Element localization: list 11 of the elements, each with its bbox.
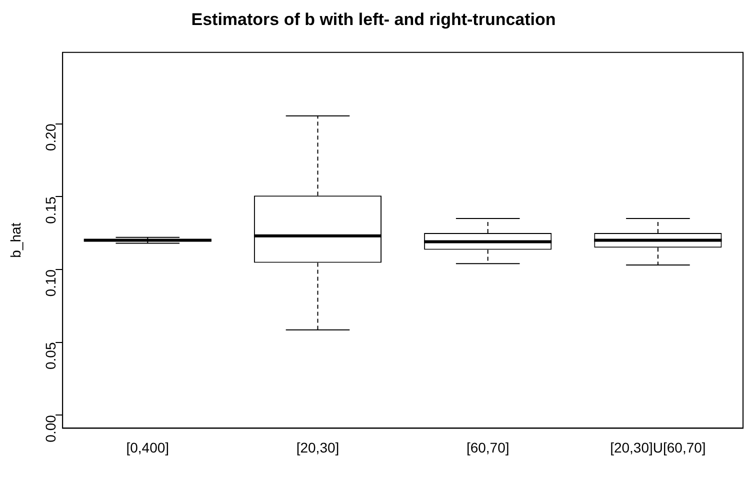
y-tick-label: 0.00 xyxy=(42,414,58,442)
x-tick-label: [0,400] xyxy=(126,439,170,456)
x-tick-label: [20,30] xyxy=(296,439,340,456)
y-tick-label: 0.05 xyxy=(42,342,58,370)
y-axis-title: b_hat xyxy=(7,222,24,258)
y-tick-label: 0.20 xyxy=(42,124,58,152)
x-tick-label: [20,30]U[60,70] xyxy=(610,439,706,456)
chart-title: Estimators of b with left- and right-truncation xyxy=(191,10,556,29)
x-tick-label: [60,70] xyxy=(466,439,510,456)
y-tick-label: 0.10 xyxy=(42,269,58,297)
y-tick-label: 0.15 xyxy=(42,196,58,224)
